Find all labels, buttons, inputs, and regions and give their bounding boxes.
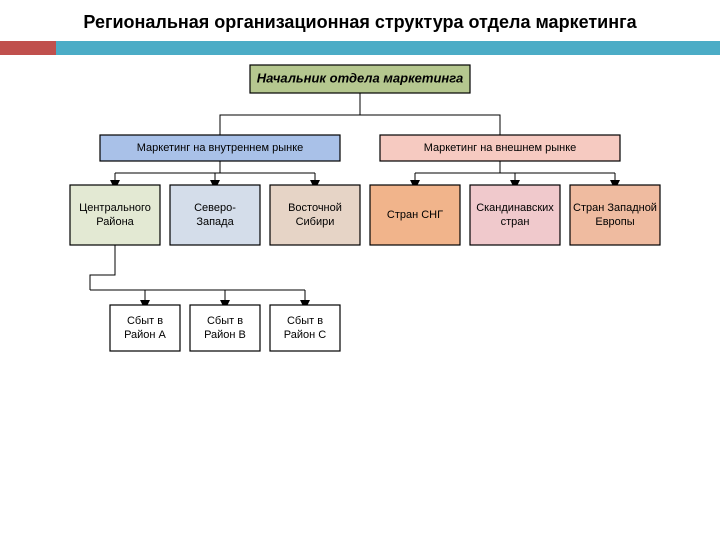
node-l5: Скандинавских стран	[470, 185, 560, 245]
node-label: Запада	[196, 216, 234, 228]
node-root: Начальник отдела маркетинга	[250, 65, 470, 93]
node-l6: Стран Западной Европы	[570, 185, 660, 245]
accent-red	[0, 41, 56, 55]
node-label: Сбыт в	[127, 315, 163, 327]
node-label: Восточной	[288, 202, 342, 214]
node-label: Района	[96, 216, 134, 228]
org-chart: Начальник отдела маркетинга Маркетинг на …	[40, 55, 680, 455]
node-label: Район С	[284, 329, 326, 341]
node-label: Стран СНГ	[387, 209, 443, 221]
node-l4: Стран СНГ	[370, 185, 460, 245]
node-l3: Восточной Сибири	[270, 185, 360, 245]
node-label: Начальник отдела маркетинга	[257, 70, 464, 85]
node-b1: Сбыт в Район А	[110, 305, 180, 351]
node-l2: Северо- Запада	[170, 185, 260, 245]
node-label: Район В	[204, 329, 246, 341]
node-label: Северо-	[194, 202, 236, 214]
node-label: Сибири	[296, 216, 335, 228]
node-b2: Сбыт в Район В	[190, 305, 260, 351]
node-label: Район А	[124, 329, 166, 341]
node-label: Сбыт в	[207, 315, 243, 327]
node-label: Центрального	[79, 202, 151, 214]
node-label: Стран Западной	[573, 202, 657, 214]
node-ext: Маркетинг на внешнем рынке	[380, 135, 620, 161]
connector	[220, 115, 360, 135]
node-int: Маркетинг на внутреннем рынке	[100, 135, 340, 161]
node-label: Маркетинг на внешнем рынке	[424, 142, 577, 154]
node-label: Маркетинг на внутреннем рынке	[137, 142, 304, 154]
accent-teal	[56, 41, 720, 55]
node-label: Европы	[595, 216, 634, 228]
node-label: стран	[501, 216, 530, 228]
node-label: Скандинавских	[476, 202, 554, 214]
node-b3: Сбыт в Район С	[270, 305, 340, 351]
node-label: Сбыт в	[287, 315, 323, 327]
node-l1: Центрального Района	[70, 185, 160, 245]
page-title: Региональная организационная структура о…	[0, 0, 720, 41]
accent-bar	[0, 41, 720, 55]
connector	[360, 115, 500, 135]
connector	[90, 245, 115, 290]
